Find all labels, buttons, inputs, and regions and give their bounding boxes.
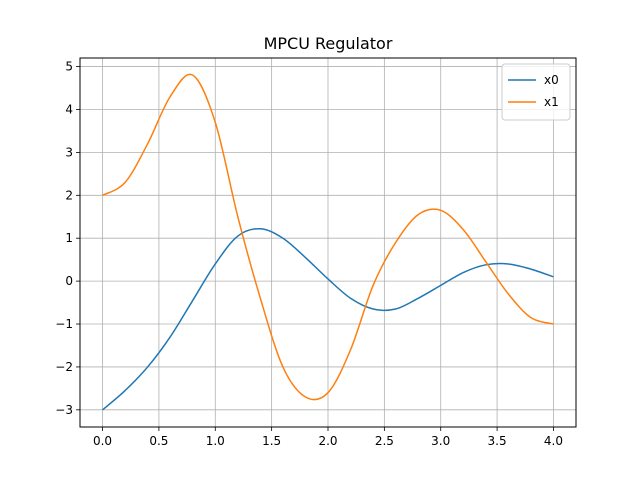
- y-tick-label: 2: [65, 188, 73, 202]
- y-tick-label: 5: [65, 60, 73, 74]
- series-line-x1: [102, 73, 554, 401]
- x-tick-label: 4.0: [544, 434, 563, 448]
- x-tick-label: 2.5: [375, 434, 394, 448]
- y-tick-label: 3: [65, 145, 73, 159]
- x-tick-label: 3.5: [488, 434, 507, 448]
- legend-label-x0: x0: [544, 73, 559, 87]
- grid: [80, 58, 576, 427]
- y-tick-label: 0: [65, 274, 73, 288]
- x-tick-label: 3.0: [431, 434, 450, 448]
- y-tick-label: −2: [55, 360, 73, 374]
- x-tick-label: 1.0: [206, 434, 225, 448]
- chart-title: MPCU Regulator: [264, 34, 393, 53]
- x-tick-label: 0.0: [93, 434, 112, 448]
- legend-label-x1: x1: [544, 95, 559, 109]
- series-line-x0: [102, 227, 554, 411]
- series-lines: [102, 73, 554, 411]
- legend: x0 x1: [501, 63, 571, 121]
- x-tick-label: 2.0: [318, 434, 337, 448]
- y-tick-label: −1: [55, 317, 73, 331]
- legend-box: [501, 63, 571, 121]
- y-tick-label: −3: [55, 403, 73, 417]
- x-tick-label: 0.5: [149, 434, 168, 448]
- y-tick-label: 4: [65, 102, 73, 116]
- y-tick-label: 1: [65, 231, 73, 245]
- x-tick-label: 1.5: [262, 434, 281, 448]
- axis-ticks: 0.0 0.5 1.0 1.5 2.0 2.5 3.0 3.5 4.0 −3 −2 −1 0 1 2 3 4 5: [55, 60, 563, 448]
